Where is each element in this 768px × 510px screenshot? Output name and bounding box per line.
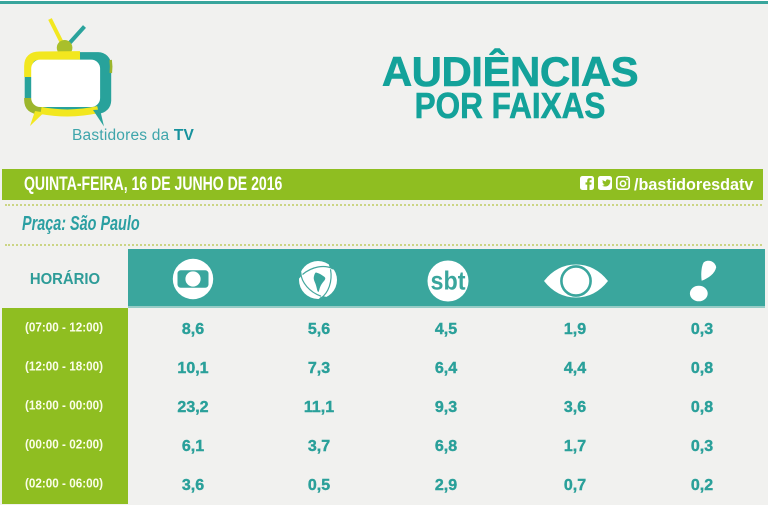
svg-text:Bastidores da TV: Bastidores da TV <box>72 127 195 144</box>
svg-text:sbt: sbt <box>430 265 465 295</box>
